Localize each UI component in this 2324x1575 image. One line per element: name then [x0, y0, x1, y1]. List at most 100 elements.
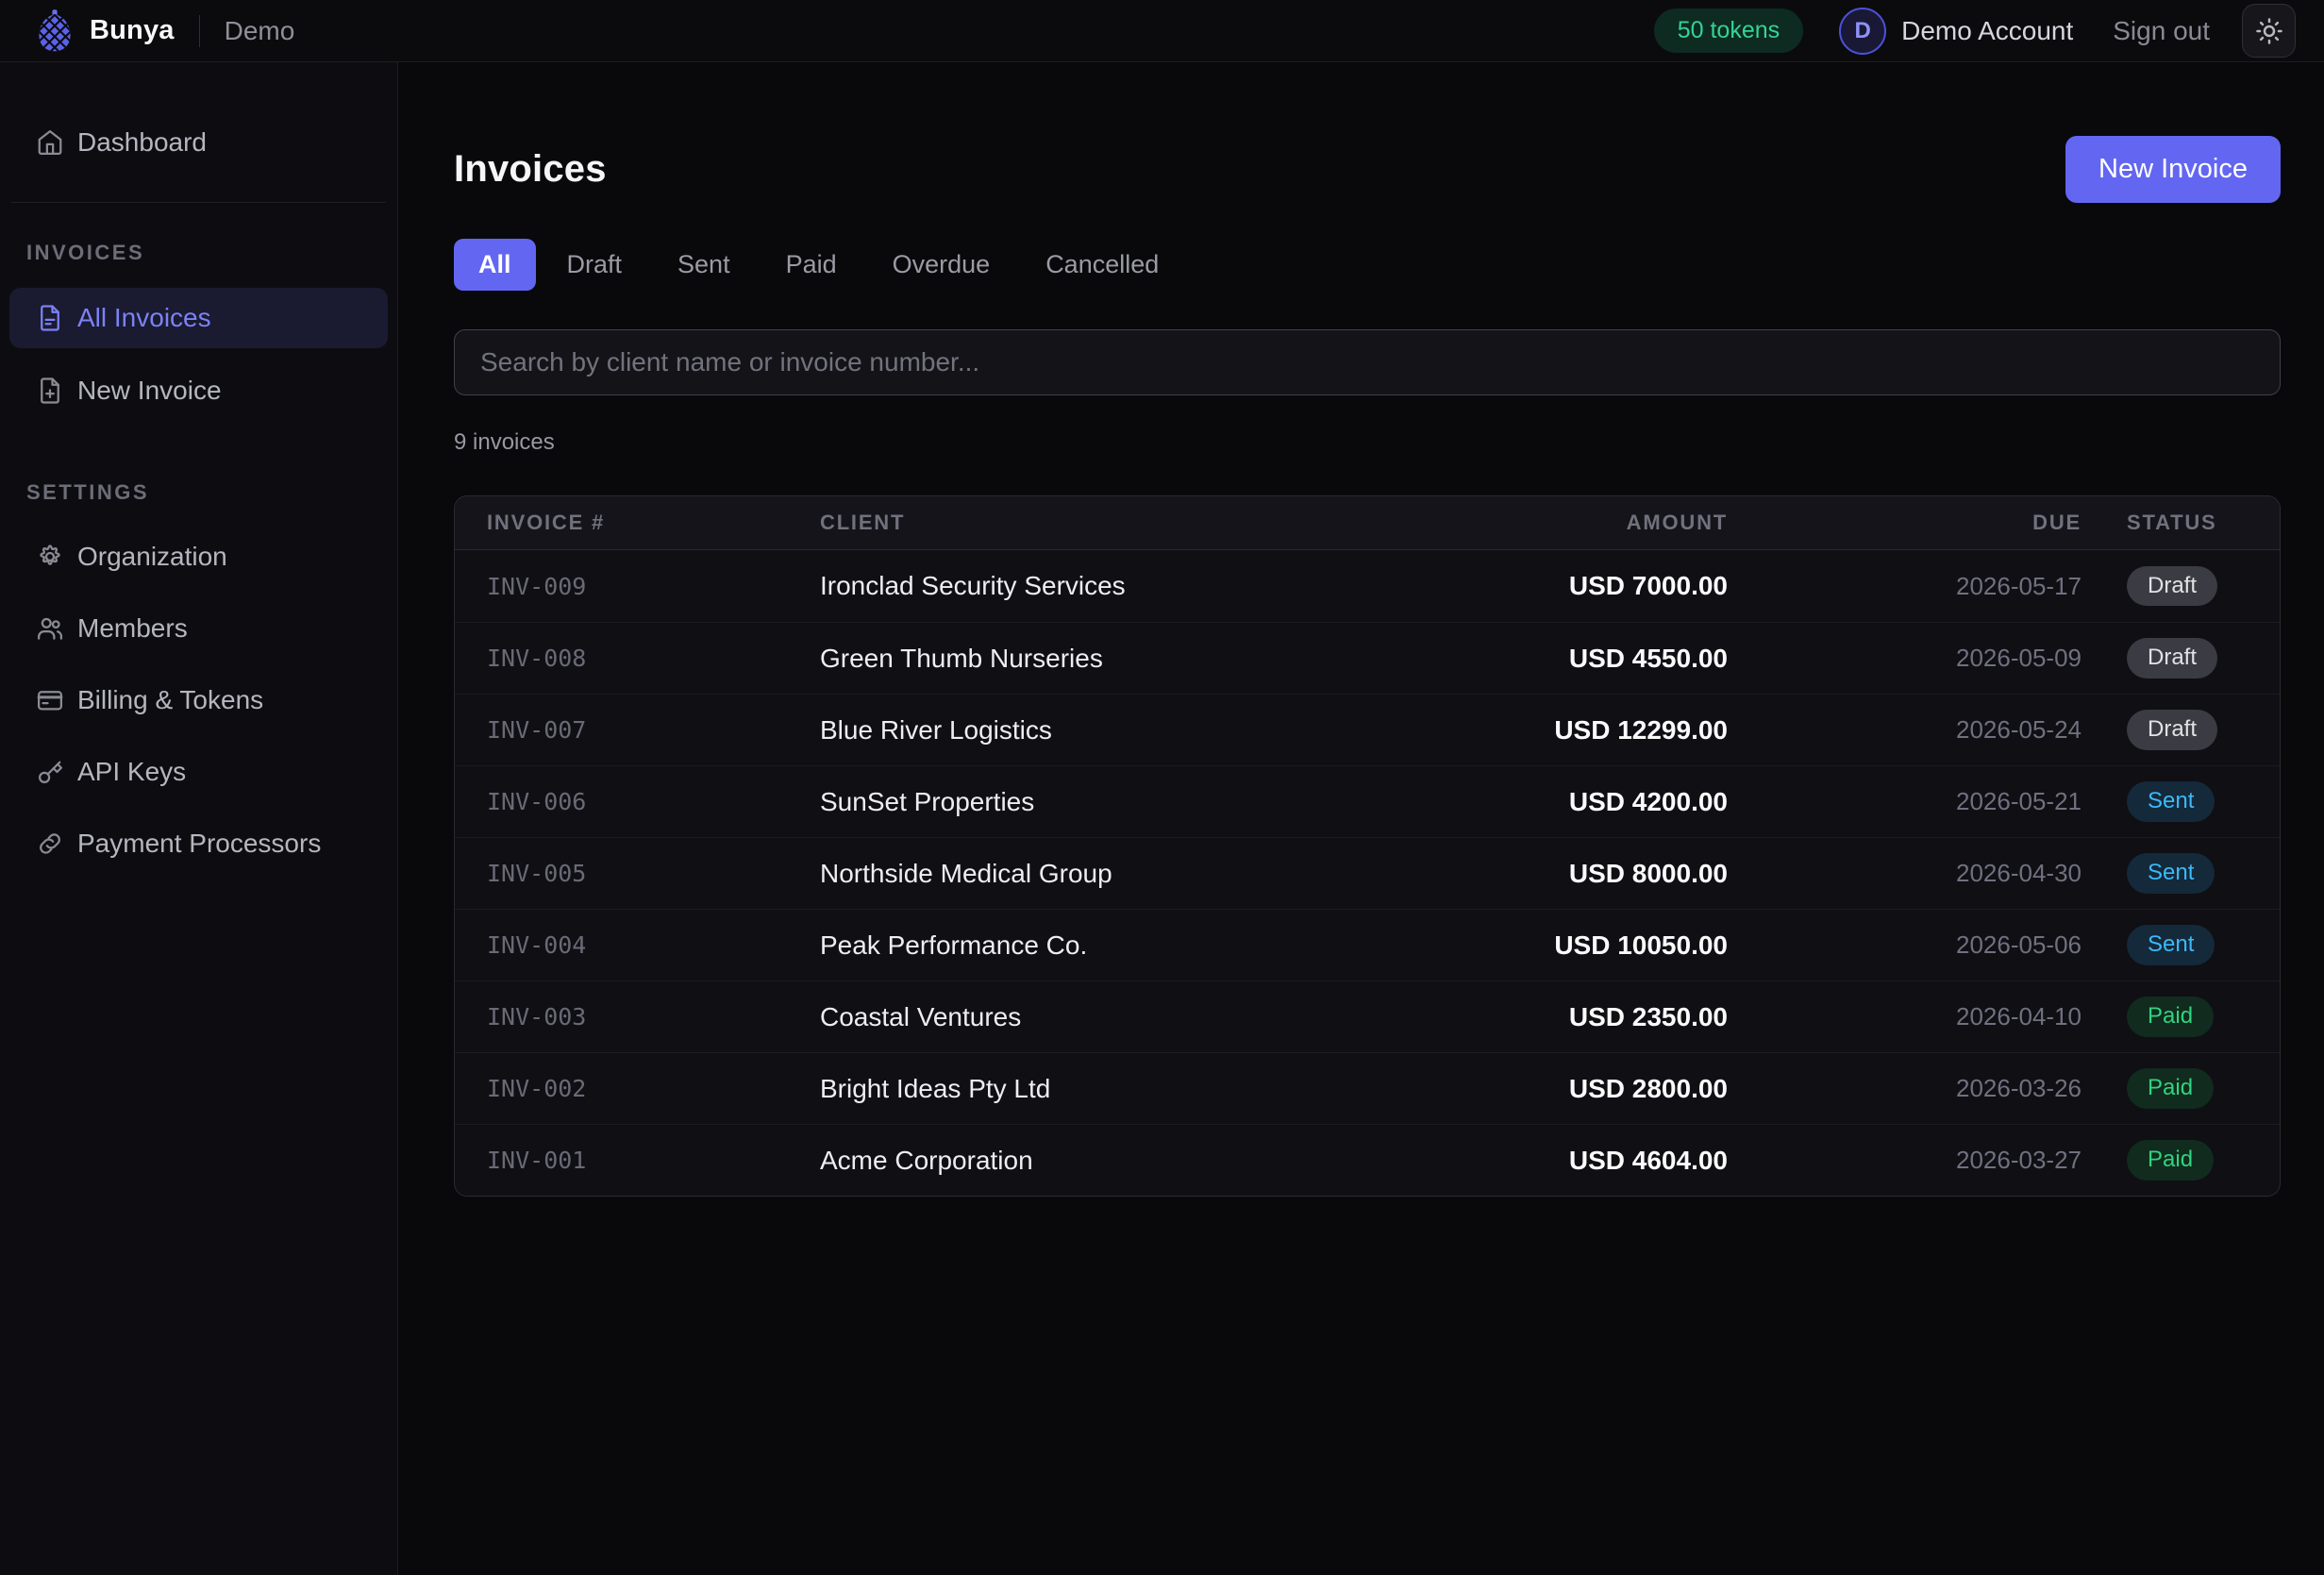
file-text-icon: [36, 304, 64, 332]
file-plus-icon: [36, 377, 64, 405]
client-name: Acme Corporation: [820, 1145, 1033, 1175]
sidebar-item-label: Dashboard: [77, 127, 207, 157]
invoice-amount: USD 4200.00: [1568, 786, 1728, 816]
status-badge: Paid: [2127, 997, 2215, 1037]
status-cell: Paid: [2082, 1140, 2248, 1181]
theme-toggle-button[interactable]: [2242, 4, 2296, 58]
search-input[interactable]: [454, 329, 2281, 395]
sidebar-item-label: Billing & Tokens: [77, 685, 264, 714]
sidebar-item-label: API Keys: [77, 757, 187, 786]
tab-all[interactable]: All: [454, 239, 536, 291]
table-row[interactable]: INV-002 Bright Ideas Pty Ltd USD 2800.00 20…: [455, 1052, 2280, 1124]
invoice-amount: USD 7000.00: [1568, 571, 1728, 600]
sidebar-item-payment-processors[interactable]: Payment Processors: [9, 814, 388, 873]
invoice-count: 9 invoices: [454, 429, 555, 455]
sidebar-item-all-invoices[interactable]: All Invoices: [9, 288, 388, 348]
home-icon: [36, 128, 64, 157]
table-row[interactable]: INV-006 SunSet Properties USD 4200.00 2026-…: [455, 765, 2280, 837]
client-name: Coastal Ventures: [820, 1001, 1022, 1031]
sidebar-item-members[interactable]: Members: [9, 599, 388, 658]
sidebar-item-new-invoice[interactable]: New Invoice: [9, 361, 388, 420]
invoice-number: INV-002: [487, 1075, 587, 1102]
due-date: 2026-04-10: [1956, 1002, 2082, 1030]
status-cell: Draft: [2082, 638, 2248, 679]
table-row[interactable]: INV-007 Blue River Logistics USD 12299.00 2…: [455, 694, 2280, 765]
page-head: Invoices New Invoice: [454, 136, 2281, 203]
table-row[interactable]: INV-005 Northside Medical Group USD 8000.0…: [455, 837, 2280, 909]
client-name: Green Thumb Nurseries: [820, 643, 1103, 673]
due-date: 2026-03-26: [1956, 1074, 2082, 1102]
status-badge: Sent: [2127, 925, 2215, 965]
invoice-number: INV-004: [487, 931, 587, 959]
status-filter-tabs: All Draft Sent Paid Overdue Cancelled: [454, 239, 2281, 291]
tab-cancelled[interactable]: Cancelled: [1045, 250, 1160, 278]
invoice-number: INV-007: [487, 716, 587, 744]
invoice-amount: USD 4604.00: [1568, 1145, 1728, 1175]
invoice-amount: USD 12299.00: [1554, 714, 1728, 745]
status-badge: Paid: [2127, 1068, 2215, 1109]
status-cell: Paid: [2082, 1068, 2248, 1109]
invoice-amount: USD 2800.00: [1568, 1073, 1728, 1103]
sidebar-item-api-keys[interactable]: API Keys: [9, 743, 388, 801]
sidebar-item-organization[interactable]: Organization: [9, 528, 388, 586]
status-badge: Draft: [2127, 710, 2218, 750]
sign-out-link[interactable]: Sign out: [2113, 15, 2210, 45]
invoice-number: INV-009: [487, 572, 587, 600]
status-cell: Draft: [2082, 565, 2248, 607]
invoice-amount: USD 2350.00: [1568, 1001, 1728, 1031]
table-row[interactable]: INV-004 Peak Performance Co. USD 10050.00 2…: [455, 909, 2280, 980]
column-header-status: STATUS: [2127, 511, 2217, 534]
sidebar-item-label: Organization: [77, 542, 227, 571]
page-title: Invoices: [454, 148, 607, 190]
column-header-client: CLIENT: [820, 511, 906, 534]
client-name: Ironclad Security Services: [820, 571, 1126, 600]
invoice-number: INV-006: [487, 788, 587, 815]
sidebar: Dashboard INVOICES All Invoices New Invoic…: [0, 62, 398, 1575]
avatar: D: [1839, 7, 1887, 55]
section-label-invoices: INVOICES: [26, 241, 145, 264]
invoice-number: INV-005: [487, 860, 587, 887]
table-row[interactable]: INV-008 Green Thumb Nurseries USD 4550.00 2…: [455, 622, 2280, 694]
due-date: 2026-04-30: [1956, 859, 2082, 887]
due-date: 2026-05-17: [1956, 571, 2082, 600]
main-content: Invoices New Invoice All Draft Sent Paid Ove…: [398, 62, 2324, 1575]
status-cell: Sent: [2082, 781, 2248, 822]
sidebar-item-billing-tokens[interactable]: Billing & Tokens: [9, 671, 388, 729]
tab-draft[interactable]: Draft: [566, 250, 623, 278]
new-invoice-button[interactable]: New Invoice: [2065, 136, 2281, 203]
invoice-amount: USD 4550.00: [1568, 643, 1728, 673]
invoice-amount: USD 10050.00: [1554, 930, 1728, 960]
sidebar-item-label: All Invoices: [77, 303, 211, 332]
column-header-due: DUE: [2032, 511, 2082, 534]
tab-paid[interactable]: Paid: [785, 250, 837, 278]
client-name: Bright Ideas Pty Ltd: [820, 1073, 1051, 1103]
table-row[interactable]: INV-001 Acme Corporation USD 4604.00 2026-0…: [455, 1124, 2280, 1196]
tokens-badge: 50 tokens: [1653, 8, 1804, 53]
invoice-number: INV-003: [487, 1003, 587, 1030]
status-badge: Draft: [2127, 565, 2218, 607]
link-icon: [36, 829, 64, 858]
table-row[interactable]: INV-009 Ironclad Security Services USD 700…: [455, 550, 2280, 622]
due-date: 2026-05-24: [1956, 715, 2082, 744]
pinecone-icon: [35, 8, 75, 53]
table-row[interactable]: INV-003 Coastal Ventures USD 2350.00 2026-0…: [455, 980, 2280, 1052]
brand-name: Bunya: [90, 15, 175, 45]
key-icon: [36, 758, 64, 786]
invoice-amount: USD 8000.00: [1568, 858, 1728, 888]
tab-sent[interactable]: Sent: [677, 250, 730, 278]
account-name: Demo Account: [1901, 15, 2074, 45]
status-badge: Sent: [2127, 853, 2215, 894]
tab-overdue[interactable]: Overdue: [892, 250, 991, 278]
invoices-table: INVOICE # CLIENT AMOUNT DUE STATUS INV-0…: [454, 495, 2281, 1197]
topbar-right: 50 tokens D Demo Account Sign out: [1653, 4, 2296, 58]
due-date: 2026-05-21: [1956, 787, 2082, 815]
sidebar-item-dashboard[interactable]: Dashboard: [9, 113, 388, 172]
workspace-label: Demo: [224, 15, 295, 45]
due-date: 2026-03-27: [1956, 1146, 2082, 1174]
client-name: Northside Medical Group: [820, 858, 1112, 888]
brand-area: Bunya Demo: [35, 8, 295, 53]
invoice-number: INV-008: [487, 645, 587, 672]
status-cell: Sent: [2082, 853, 2248, 894]
sun-icon: [2255, 17, 2283, 45]
column-header-invoice-number: INVOICE #: [487, 511, 606, 534]
